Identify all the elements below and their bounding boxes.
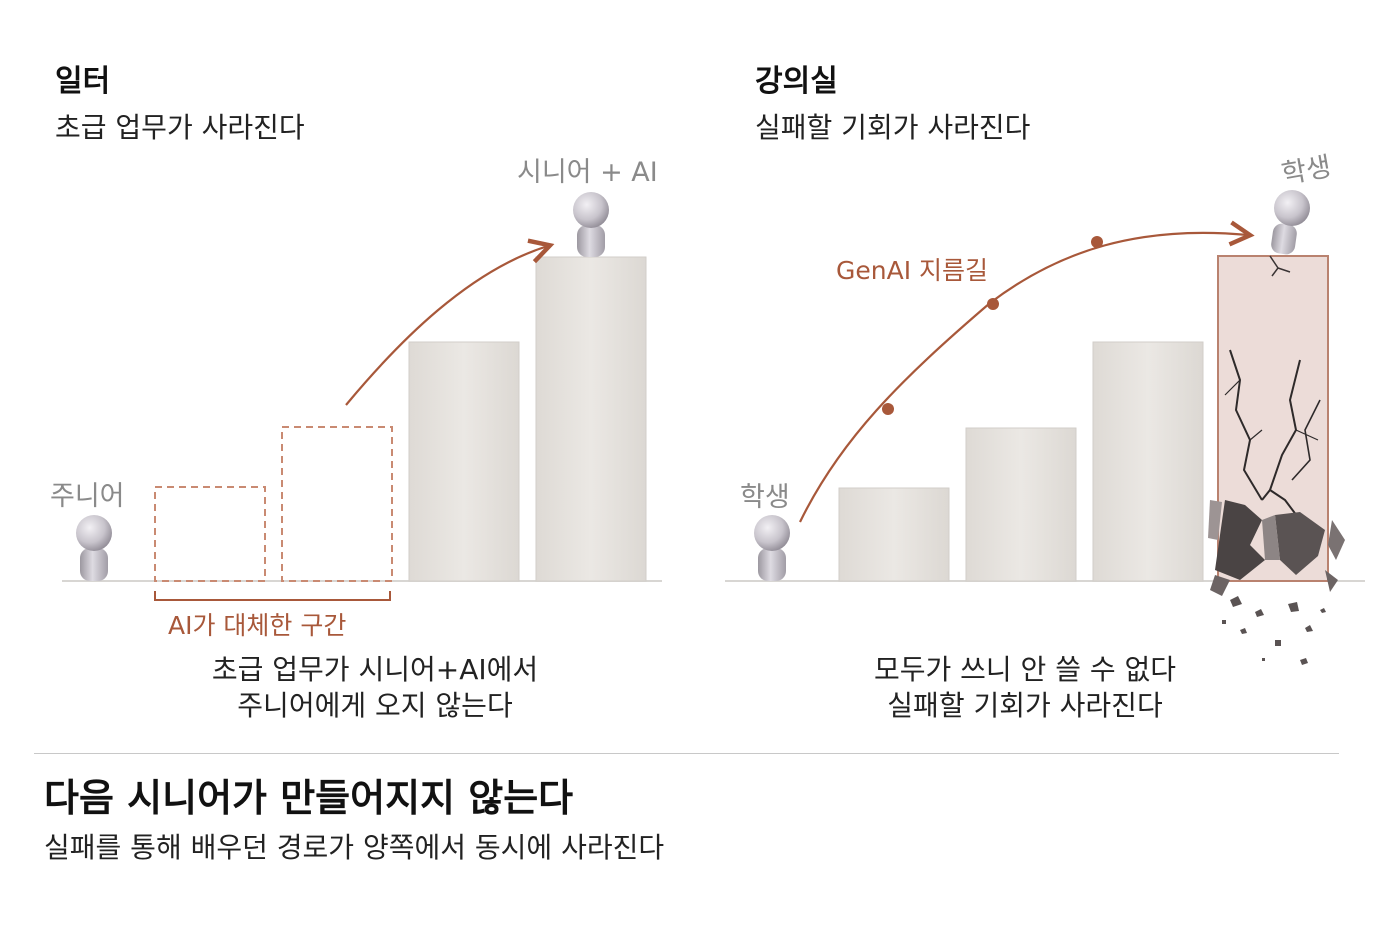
- right-bar-3: [1092, 341, 1204, 582]
- replaced-box-1: [154, 486, 266, 582]
- section-divider: [34, 753, 1339, 754]
- junior-figure: [76, 515, 112, 581]
- bottom-subtitle: 실패를 통해 배우던 경로가 양쪽에서 동시에 사라진다: [44, 831, 665, 864]
- shortcut-dot-3: [1091, 236, 1103, 248]
- student-label-start: 학생: [740, 482, 790, 513]
- right-panel-subtitle: 실패할 기회가 사라진다: [755, 111, 1031, 144]
- left-caption-line1: 초급 업무가 시니어+AI에서: [211, 653, 539, 686]
- replaced-box-2: [281, 426, 393, 582]
- replaced-bracket: [154, 591, 391, 601]
- student-figure-top: [1271, 190, 1310, 255]
- right-bar-2: [965, 427, 1077, 582]
- left-panel-subtitle: 초급 업무가 사라진다: [55, 111, 305, 144]
- left-bar-3: [408, 341, 520, 582]
- right-caption-line2: 실패할 기회가 사라진다: [887, 689, 1163, 722]
- bottom-title: 다음 시니어가 만들어지지 않는다: [44, 776, 574, 820]
- left-bar-4: [535, 256, 647, 582]
- shortcut-dot-2: [987, 298, 999, 310]
- senior-label: 시니어 + AI: [517, 157, 658, 188]
- left-growth-arrow: [345, 246, 548, 406]
- student-figure-start: [754, 515, 790, 581]
- right-panel-title: 강의실: [755, 64, 838, 99]
- crack-debris: [1222, 596, 1326, 665]
- replaced-label: AI가 대체한 구간: [168, 611, 347, 640]
- cracked-bar: [1208, 255, 1345, 596]
- junior-label: 주니어: [50, 481, 125, 512]
- right-caption-line1: 모두가 쓰니 안 쓸 수 없다: [873, 653, 1177, 686]
- senior-figure: [573, 192, 609, 257]
- left-caption-line2: 주니어에게 오지 않는다: [237, 689, 513, 722]
- left-caption: 초급 업무가 시니어+AI에서 주니어에게 오지 않는다: [140, 652, 610, 724]
- left-panel-title: 일터: [55, 64, 111, 99]
- right-bar-1: [838, 487, 950, 582]
- shortcut-dot-1: [882, 403, 894, 415]
- genai-shortcut-label: GenAI 지름길: [836, 256, 989, 285]
- right-caption: 모두가 쓰니 안 쓸 수 없다 실패할 기회가 사라진다: [790, 652, 1260, 724]
